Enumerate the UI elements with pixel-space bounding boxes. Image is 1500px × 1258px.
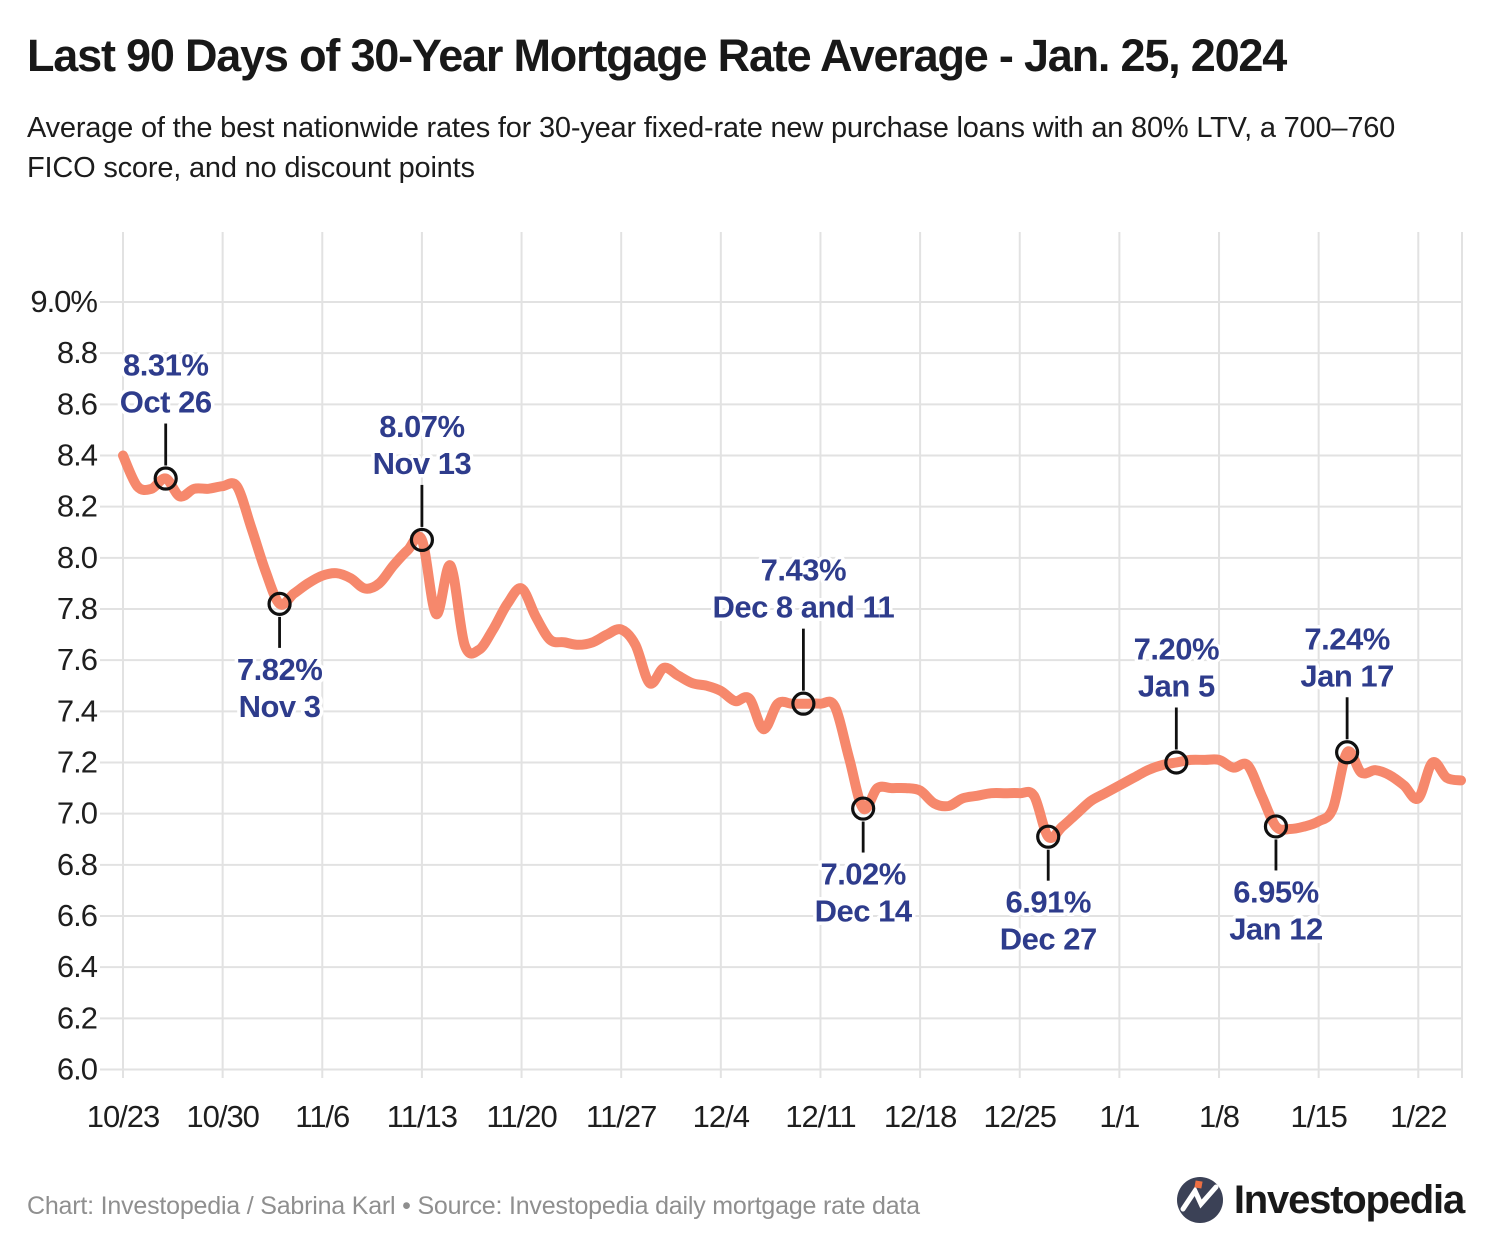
y-axis-tick-label: 6.0 (57, 1051, 98, 1086)
x-axis-tick-label: 11/27 (586, 1099, 656, 1134)
y-axis-tick-label: 6.6 (57, 898, 97, 933)
y-axis-tick-label: 8.4 (57, 437, 98, 472)
annotation-date-label: Jan 12 (1229, 911, 1323, 946)
y-axis-tick-label: 7.2 (57, 744, 97, 779)
annotation-rate-label: 7.20% (1134, 631, 1219, 666)
chart-grid (100, 232, 1463, 1078)
axis-labels: 9.0% 8.8 8.6 8.4 8.2 8.0 7.8 7.6 7.4 7.2 7.0 6.8 6.6… (30, 284, 1447, 1134)
annotation-date-label: Jan 5 (1138, 668, 1215, 703)
annotation-jan-12: 6.95%Jan 12 (1226, 814, 1327, 950)
annotation-date-label: Nov 13 (373, 446, 472, 481)
annotation-marker-circle (1335, 740, 1360, 765)
y-axis-tick-label: 7.4 (57, 693, 98, 728)
y-axis-tick-label: 8.2 (57, 489, 97, 524)
annotation-date-label: Dec 14 (815, 894, 913, 929)
annotation-rate-label: 8.07% (379, 409, 464, 444)
x-axis-tick-label: 11/20 (486, 1099, 557, 1134)
x-axis-tick-label: 12/11 (785, 1099, 855, 1134)
y-axis-tick-label: 6.8 (57, 847, 97, 882)
annotation-marker-circle (791, 691, 816, 716)
y-axis-tick-label: 8.8 (57, 335, 97, 370)
y-axis-tick-label: 8.0 (57, 540, 98, 575)
investopedia-wordmark: Investopedia (1233, 1177, 1465, 1222)
annotation-marker-circle (851, 796, 876, 821)
x-axis-tick-label: 10/23 (87, 1099, 160, 1134)
y-axis-tick-label: 7.8 (57, 591, 97, 626)
annotation-rate-label: 7.02% (820, 857, 905, 892)
annotation-marker-circle (267, 591, 292, 616)
annotation-rate-label: 6.95% (1233, 874, 1318, 909)
y-axis-tick-label: 7.0 (57, 796, 98, 831)
annotation-dec-8-and-11: 7.43%Dec 8 and 11 (709, 549, 899, 716)
annotation-date-label: Nov 3 (239, 689, 321, 724)
x-axis-tick-label: 1/8 (1199, 1099, 1239, 1134)
page-subtitle: Average of the best nationwide rates for… (27, 112, 1396, 184)
x-axis-tick-label: 12/4 (693, 1099, 750, 1134)
annotation-oct-26: 8.31%Oct 26 (116, 344, 216, 491)
x-axis-tick-label: 11/13 (387, 1099, 457, 1134)
annotation-rate-label: 8.31% (123, 348, 208, 383)
y-axis-tick-label: 6.4 (57, 949, 98, 984)
annotation-marker-circle (409, 527, 435, 553)
annotation-date-label: Jan 17 (1300, 658, 1394, 693)
x-axis-tick-label: 12/25 (983, 1099, 1056, 1134)
rate-series-line (118, 450, 1466, 843)
annotation-marker-circle (1036, 824, 1061, 849)
annotation-dec-27: 6.91%Dec 27 (996, 824, 1101, 960)
x-axis-tick-label: 12/18 (884, 1099, 957, 1134)
investopedia-logo-icon (1176, 1177, 1223, 1223)
x-axis-tick-label: 10/30 (186, 1099, 259, 1134)
annotation-dec-14: 7.02%Dec 14 (811, 796, 917, 932)
y-axis-tick-label: 8.6 (57, 386, 97, 421)
annotation-date-label: Oct 26 (120, 385, 212, 420)
annotation-rate-label: 7.24% (1304, 621, 1389, 656)
x-axis-tick-label: 1/15 (1290, 1099, 1346, 1134)
annotation-rate-label: 7.43% (761, 553, 846, 588)
x-axis-tick-label: 1/22 (1390, 1099, 1446, 1134)
page-title: Last 90 Days of 30-Year Mortgage Rate Av… (27, 30, 1287, 81)
annotation-date-label: Dec 8 and 11 (712, 590, 894, 625)
annotation-date-label: Dec 27 (1000, 922, 1097, 957)
annotation-jan-5: 7.20%Jan 5 (1130, 628, 1223, 775)
annotation-rate-label: 6.91% (1006, 885, 1091, 920)
y-axis-tick-label: 7.6 (57, 642, 97, 677)
investopedia-logo: Investopedia (1176, 1176, 1465, 1224)
annotation-nov-3: 7.82%Nov 3 (233, 591, 326, 727)
annotation-marker-circle (153, 466, 178, 491)
chart-credit: Chart: Investopedia / Sabrina Karl • Sou… (27, 1192, 920, 1220)
annotation-rate-label: 7.82% (237, 652, 322, 687)
y-axis-tick-label: 6.2 (57, 1000, 97, 1035)
annotation-nov-13: 8.07%Nov 13 (369, 405, 475, 553)
annotation-marker-circle (1164, 750, 1189, 775)
annotation-jan-17: 7.24%Jan 17 (1297, 618, 1398, 765)
y-axis-tick-label: 9.0% (30, 284, 97, 319)
annotation-marker-circle (1263, 814, 1289, 839)
x-axis-tick-label: 1/1 (1099, 1099, 1139, 1134)
annotations: 8.31%Oct 267.82%Nov 38.07%Nov 137.43%Dec… (116, 344, 1398, 960)
x-axis-tick-label: 11/6 (295, 1099, 349, 1134)
